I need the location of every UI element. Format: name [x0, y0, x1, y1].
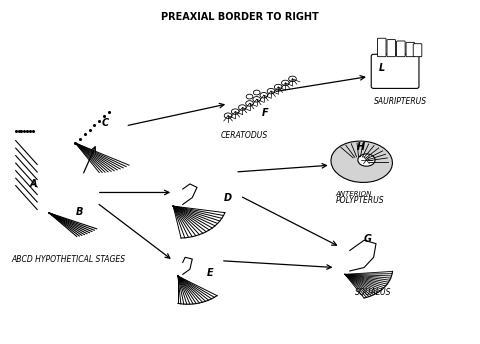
Text: H: H — [357, 142, 365, 152]
Text: A: A — [30, 179, 37, 189]
Text: ANTERION: ANTERION — [336, 191, 372, 197]
FancyBboxPatch shape — [377, 38, 386, 57]
Text: G: G — [364, 234, 372, 244]
FancyBboxPatch shape — [387, 40, 396, 57]
Text: POLYPTERUS: POLYPTERUS — [336, 196, 384, 205]
Polygon shape — [345, 271, 393, 298]
Text: L: L — [378, 63, 384, 73]
Text: SQUALUS: SQUALUS — [355, 288, 391, 297]
FancyBboxPatch shape — [396, 41, 405, 57]
Ellipse shape — [331, 141, 393, 182]
Text: PREAXIAL BORDER TO RIGHT: PREAXIAL BORDER TO RIGHT — [161, 12, 319, 22]
FancyBboxPatch shape — [406, 42, 415, 57]
Polygon shape — [350, 240, 376, 271]
Text: F: F — [262, 108, 268, 118]
Text: B: B — [75, 207, 83, 217]
Text: CERATODUS: CERATODUS — [221, 131, 268, 140]
Text: ABCD HYPOTHETICAL STAGES: ABCD HYPOTHETICAL STAGES — [11, 256, 125, 265]
Text: C: C — [102, 118, 109, 128]
FancyBboxPatch shape — [413, 44, 422, 57]
Text: E: E — [206, 268, 213, 278]
Text: D: D — [223, 193, 231, 203]
Text: SAURIPTERUS: SAURIPTERUS — [373, 97, 427, 106]
Circle shape — [358, 154, 375, 166]
FancyBboxPatch shape — [371, 54, 419, 88]
